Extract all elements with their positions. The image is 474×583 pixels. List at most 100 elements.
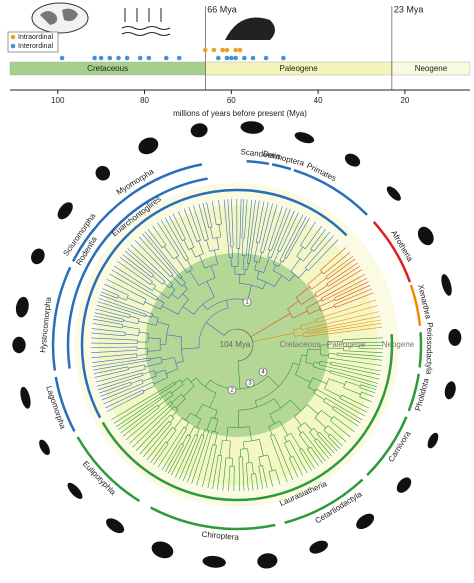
branch: [320, 354, 329, 356]
branch: [113, 383, 177, 424]
branch: [145, 314, 147, 317]
branch: [190, 377, 197, 383]
cretaceous-zone: [145, 253, 329, 437]
branch: [134, 240, 171, 277]
branch: [307, 348, 321, 351]
branch: [298, 269, 307, 279]
branch: [147, 229, 163, 249]
branch: [292, 327, 302, 331]
branch: [295, 374, 311, 383]
branch: [304, 422, 312, 431]
branch: [330, 361, 381, 372]
branch: [284, 442, 292, 458]
branch: [241, 199, 244, 239]
branch: [96, 372, 143, 387]
branch: [190, 412, 202, 420]
branch: [298, 433, 310, 449]
branch: [153, 443, 169, 465]
branch: [251, 462, 254, 474]
branch: [216, 237, 220, 250]
branch: [301, 354, 307, 357]
event-dot: [211, 47, 217, 53]
branch: [312, 366, 331, 372]
node-marker: [227, 385, 237, 395]
branch: [150, 281, 153, 285]
branch: [162, 244, 167, 249]
branch: [279, 214, 304, 261]
branch: [163, 282, 170, 289]
branch: [153, 377, 169, 385]
branch: [315, 299, 376, 320]
branch: [198, 203, 209, 240]
branch: [303, 326, 382, 338]
branch: [315, 388, 365, 417]
branch: [155, 369, 166, 374]
event-dot: [216, 55, 221, 61]
branch: [151, 282, 156, 287]
branch: [284, 216, 307, 258]
branch: [309, 431, 316, 440]
branch: [129, 403, 173, 444]
branch: [328, 357, 382, 366]
branch: [171, 409, 179, 417]
branch: [242, 255, 245, 270]
branch: [186, 259, 193, 270]
branch: [286, 218, 310, 259]
branch: [328, 378, 345, 385]
branch: [316, 438, 332, 457]
branch: [327, 436, 341, 449]
animal-silhouette: [257, 553, 278, 569]
branch: [164, 443, 182, 473]
clade-label: Dermoptera: [262, 149, 306, 168]
branch: [289, 274, 295, 282]
event-dot: [237, 47, 243, 53]
branch: [253, 260, 260, 263]
branch: [130, 244, 173, 285]
branch: [325, 276, 328, 280]
branch: [345, 381, 361, 387]
branch: [358, 347, 383, 350]
branch: [255, 201, 265, 243]
branch: [278, 261, 282, 267]
branch: [122, 254, 152, 278]
branch: [290, 433, 302, 450]
branch: [170, 285, 176, 290]
branch: [124, 250, 154, 276]
animal-silhouette: [344, 153, 361, 167]
branch: [304, 267, 309, 271]
branch: [300, 294, 316, 305]
branch: [294, 334, 304, 337]
branch: [339, 398, 367, 413]
branch: [209, 392, 217, 408]
era-label: Paleogene: [279, 64, 318, 73]
branch: [167, 444, 184, 474]
branch: [138, 236, 174, 275]
branch: [233, 466, 235, 491]
branch: [314, 361, 320, 364]
branch: [324, 388, 341, 397]
branch: [210, 227, 214, 239]
branch: [144, 231, 183, 278]
branch: [178, 211, 195, 248]
branch: [288, 457, 299, 478]
branch: [95, 368, 146, 383]
branch: [342, 341, 383, 344]
branch: [319, 431, 338, 452]
branch: [314, 284, 328, 294]
clade-arc: [51, 266, 72, 371]
branch: [328, 353, 338, 355]
branch: [125, 333, 139, 336]
branch: [304, 235, 334, 269]
branch: [214, 250, 218, 264]
branch: [127, 366, 129, 370]
branch: [245, 463, 249, 491]
branch: [182, 306, 194, 315]
branch: [333, 416, 355, 433]
branch: [91, 353, 137, 359]
branch: [177, 299, 189, 315]
branch: [170, 391, 174, 396]
node-marker: [258, 367, 268, 377]
branch: [206, 202, 213, 228]
branch: [247, 200, 256, 264]
clade-label: Eulipotyphla: [81, 459, 118, 497]
